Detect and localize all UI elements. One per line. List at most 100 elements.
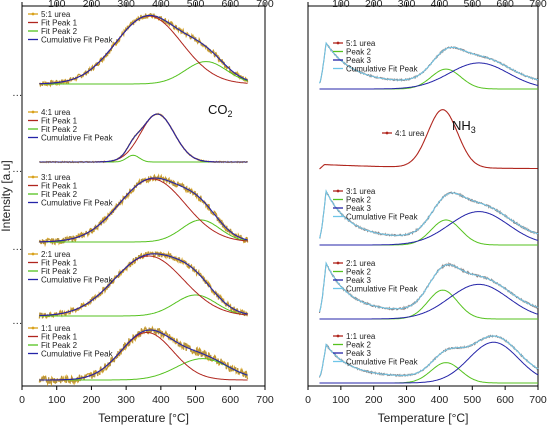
nh3-legend-marker <box>336 41 340 45</box>
co2-legend-label: Cumulative Fit Peak <box>41 349 114 358</box>
nh3-x-axis-title: Temperature [°C] <box>378 411 469 425</box>
co2-annotation: CO2 <box>208 102 233 119</box>
co2-cumulative-fit <box>39 177 248 243</box>
co2-legend-label: 3:1 urea <box>41 173 71 182</box>
co2-fit-peak-2 <box>39 219 248 243</box>
co2-x-axis-title: Temperature [°C] <box>98 411 189 425</box>
co2-legend-label: Fit Peak 2 <box>41 125 78 134</box>
co2-xtick-label-bottom: 200 <box>83 394 101 406</box>
nh3-peak-3 <box>319 62 539 90</box>
nh3-legend-label: Cumulative Fit Peak <box>346 64 419 73</box>
nh3-legend-label: 4:1 urea <box>395 129 425 138</box>
nh3-cumulative-fit <box>319 261 539 313</box>
co2-legend-label: Cumulative Fit Peak <box>41 275 114 284</box>
co2-y-break-marker: … <box>12 241 23 253</box>
co2-xtick-label-top: 600 <box>222 0 240 10</box>
co2-xtick-label-top: 400 <box>152 0 170 10</box>
co2-xtick-label-bottom: 100 <box>48 394 66 406</box>
nh3-xtick-label-bottom: 0 <box>305 394 311 406</box>
co2-legend-marker <box>31 175 35 179</box>
co2-xtick-label-top: 300 <box>117 0 135 10</box>
co2-legend-label: 4:1 urea <box>41 108 71 117</box>
nh3-xtick-label-bottom: 300 <box>398 394 416 406</box>
co2-y-break-marker: … <box>12 87 23 99</box>
co2-cumulative-fit <box>39 14 248 85</box>
co2-legend-label: 2:1 urea <box>41 250 71 259</box>
nh3-cumulative-fit <box>319 189 539 239</box>
co2-xtick-label-bottom: 0 <box>19 394 25 406</box>
co2-cumulative-fit <box>39 253 248 317</box>
co2-legend-label: Cumulative Fit Peak <box>41 35 114 44</box>
nh3-legend-label: Peak 2 <box>346 47 371 56</box>
nh3-legend-marker <box>336 334 340 338</box>
co2-legend-label: Fit Peak 1 <box>41 332 78 341</box>
co2-xtick-label-top: 100 <box>48 0 66 10</box>
nh3-subplot-2: 4:1 urea <box>319 109 538 170</box>
co2-data-series-core <box>39 174 248 246</box>
co2-y-break-marker: … <box>12 315 23 327</box>
co2-panel: 0 100 100 200 200 300 300 400 400 500 500 600 600 700… <box>0 0 274 425</box>
nh3-legend-label: Peak 2 <box>346 340 371 349</box>
nh3-legend-label: 2:1 urea <box>346 259 376 268</box>
nh3-cumulative-fit <box>319 335 539 378</box>
co2-legend-label: Fit Peak 1 <box>41 18 78 27</box>
co2-xtick-label-bottom: 300 <box>117 394 135 406</box>
nh3-legend-label: 5:1 urea <box>346 39 376 48</box>
nh3-peak-3 <box>319 211 539 246</box>
co2-xtick-label-bottom: 600 <box>222 394 240 406</box>
nh3-xtick-label-top: 500 <box>464 0 482 10</box>
co2-legend-marker <box>31 12 35 16</box>
nh3-legend-marker <box>385 131 389 135</box>
nh3-annotation: NH3 <box>452 118 476 135</box>
co2-legend-label: 1:1 urea <box>41 324 71 333</box>
nh3-xtick-label-top: 600 <box>496 0 514 10</box>
co2-xtick-label-top: 200 <box>83 0 101 10</box>
nh3-legend-label: Peak 3 <box>346 349 371 358</box>
co2-legend-label: Fit Peak 2 <box>41 190 78 199</box>
co2-xtick-label-bottom: 400 <box>152 394 170 406</box>
co2-legend-label: Cumulative Fit Peak <box>41 198 114 207</box>
co2-legend-label: 5:1 urea <box>41 10 71 19</box>
nh3-xtick-label-top: 100 <box>332 0 350 10</box>
nh3-legend-label: Peak 3 <box>346 276 371 285</box>
nh3-legend-label: Peak 2 <box>346 267 371 276</box>
co2-xtick-label-bottom: 700 <box>256 394 274 406</box>
nh3-legend-label: Cumulative Fit Peak <box>346 357 419 366</box>
nh3-cumulative-fit <box>319 41 539 84</box>
co2-legend-label: Fit Peak 1 <box>41 258 78 267</box>
co2-legend-marker <box>31 110 35 114</box>
nh3-legend-label: Cumulative Fit Peak <box>346 284 419 293</box>
nh3-peak-3 <box>319 283 539 320</box>
nh3-legend-marker <box>336 189 340 193</box>
co2-fit-peak-2 <box>39 358 248 381</box>
co2-xtick-label-top: 700 <box>256 0 274 10</box>
co2-legend-label: Fit Peak 2 <box>41 267 78 276</box>
co2-plot-frame <box>21 5 266 387</box>
co2-cumulative-fit <box>39 329 248 381</box>
nh3-xtick-label-bottom: 100 <box>332 394 350 406</box>
co2-y-axis-title: Intensity [a.u] <box>0 160 13 231</box>
co2-legend-label: Fit Peak 2 <box>41 341 78 350</box>
nh3-xtick-label-bottom: 600 <box>496 394 514 406</box>
nh3-legend-label: Cumulative Fit Peak <box>346 212 419 221</box>
co2-legend-label: Fit Peak 1 <box>41 116 78 125</box>
co2-fit-peak-2 <box>39 61 248 85</box>
nh3-legend-label: 1:1 urea <box>346 332 376 341</box>
co2-fit-peak-2 <box>39 294 248 317</box>
co2-xtick-label-top: 500 <box>187 0 205 10</box>
nh3-peak-2 <box>319 289 538 320</box>
co2-y-break-marker: … <box>12 163 23 175</box>
nh3-xtick-label-bottom: 400 <box>431 394 449 406</box>
nh3-legend-label: Peak 3 <box>346 204 371 213</box>
nh3-data-series <box>319 109 538 170</box>
co2-xtick-label-bottom: 500 <box>187 394 205 406</box>
